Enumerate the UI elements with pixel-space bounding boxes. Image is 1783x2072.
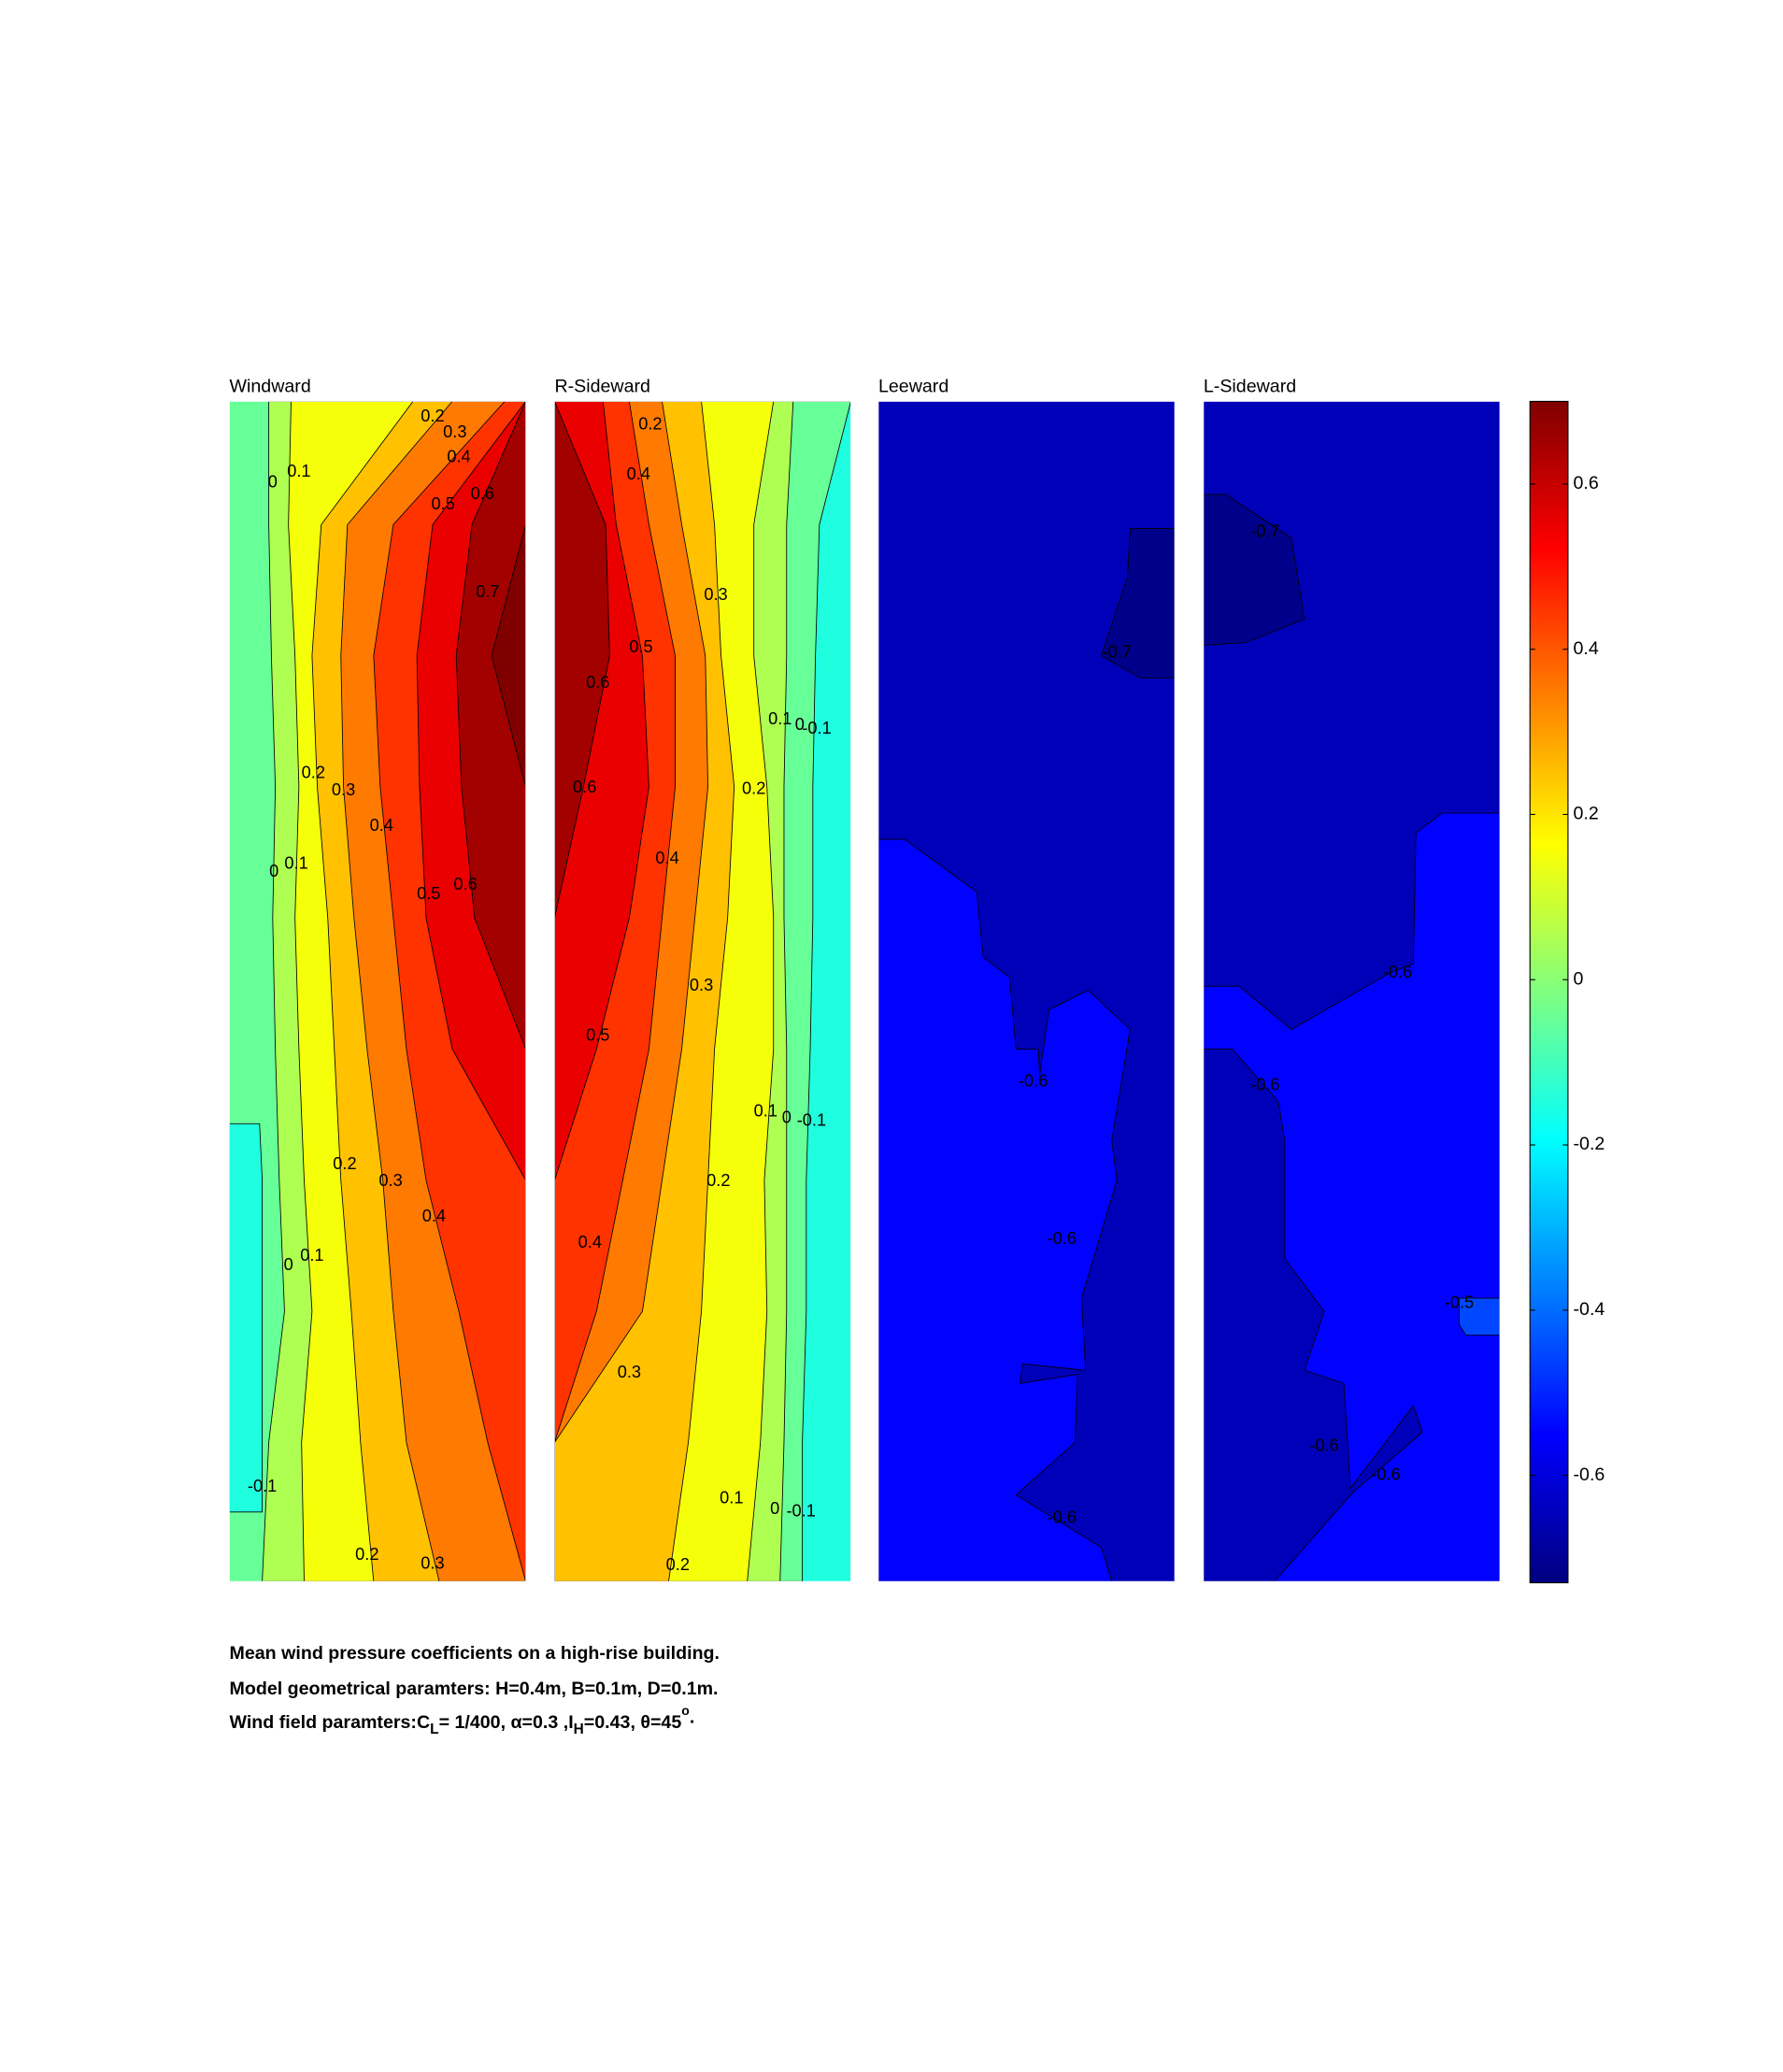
panel-frame	[877, 401, 1176, 1582]
contour-plot	[877, 401, 1176, 1582]
contour-label: -0.6	[1250, 1075, 1279, 1094]
contour-label: 0.1	[287, 461, 310, 480]
contour-label: 0	[268, 471, 278, 491]
panel-frame	[1203, 401, 1501, 1582]
panel-title: L-Sideward	[1204, 377, 1296, 397]
contour-region	[491, 401, 526, 1582]
contour-label: 0.4	[370, 815, 393, 835]
contour-label: 0.5	[586, 1024, 609, 1044]
contour-region	[1100, 528, 1176, 679]
contour-label: 0.1	[754, 1101, 777, 1121]
contour-label: 0.3	[618, 1362, 641, 1381]
contour-label: -0.1	[248, 1476, 277, 1495]
contour-label: -0.1	[802, 718, 831, 737]
colorbar-tick-label: 0.2	[1574, 804, 1599, 824]
contour-label: -0.5	[1445, 1293, 1474, 1312]
contour-label: 0.3	[421, 1553, 444, 1573]
contour-label: 0.2	[333, 1153, 356, 1173]
contour-label: 0.2	[742, 779, 765, 798]
contour-label: 0.7	[476, 581, 499, 601]
contour-label: 0.2	[706, 1170, 730, 1190]
contour-label: 0.6	[573, 777, 596, 796]
contour-label: 0.1	[284, 853, 307, 873]
contour-label: 0.3	[443, 422, 466, 441]
colorbar-tick-label: -0.4	[1574, 1299, 1605, 1320]
contour-label: -0.1	[786, 1501, 815, 1521]
contour-label: 0.6	[453, 874, 477, 893]
caption-part: =0.43, θ=45	[584, 1712, 682, 1733]
contour-label: 0.4	[422, 1206, 446, 1225]
contour-label: -0.6	[1048, 1508, 1077, 1527]
contour-label: 0	[795, 714, 805, 734]
panel-title: Leeward	[878, 377, 949, 397]
contour-label: 0.2	[638, 414, 662, 434]
contour-region	[1203, 1049, 1423, 1582]
contour-label: 0.2	[421, 406, 444, 425]
colorbar-tick-label: -0.6	[1574, 1465, 1605, 1485]
contour-label: 0	[269, 861, 278, 880]
contour-label: -0.7	[1103, 642, 1132, 662]
contour-label: 0	[770, 1498, 779, 1518]
caption-line: Mean wind pressure coefficients on a hig…	[230, 1643, 720, 1664]
contour-label: 0.3	[378, 1170, 402, 1190]
panel-frame	[554, 401, 851, 1582]
contour-label: 0	[782, 1107, 792, 1127]
contour-region	[1459, 1297, 1500, 1336]
contour-label: 0.3	[690, 975, 713, 994]
contour-region	[554, 401, 610, 1582]
contour-label: 0.1	[768, 708, 792, 728]
contour-label: -0.7	[1250, 522, 1279, 541]
colorbar-tick-label: 0.6	[1574, 473, 1599, 493]
contour-label: 0.4	[578, 1232, 602, 1251]
contour-label: -0.1	[797, 1110, 826, 1130]
contour-label: 0	[284, 1254, 293, 1274]
colorbar-tick-label: -0.2	[1574, 1134, 1605, 1154]
contour-label: 0.4	[627, 464, 650, 483]
colorbar	[1529, 400, 1569, 1584]
contour-label: 0.5	[629, 636, 652, 656]
caption-part: = 1/400, α=0.3 ,I	[439, 1712, 574, 1733]
panel-frame	[229, 401, 526, 1582]
contour-label: 0.4	[447, 447, 470, 466]
contour-label: 0.3	[704, 584, 727, 604]
caption-part: Wind field paramters:C	[230, 1712, 431, 1733]
contour-plot	[229, 401, 526, 1582]
contour-label: -0.6	[1019, 1070, 1048, 1090]
contour-plot	[1203, 401, 1500, 1582]
contour-label: 0.5	[432, 493, 455, 513]
contour-label: 0.4	[655, 848, 678, 867]
caption-part: .	[690, 1708, 694, 1728]
contour-label: 0.6	[586, 672, 609, 692]
contour-label: 0.5	[417, 883, 440, 903]
contour-label: -0.6	[1383, 962, 1412, 981]
contour-plot	[554, 401, 851, 1582]
contour-label: -0.6	[1048, 1228, 1077, 1248]
contour-label: 0.1	[300, 1245, 323, 1265]
contour-region	[877, 838, 1131, 1582]
contour-label: 0.2	[666, 1554, 690, 1574]
contour-label: 0.3	[332, 779, 355, 799]
caption-line: Wind field paramters:CL= 1/400, α=0.3 ,I…	[230, 1703, 695, 1737]
contour-label: -0.6	[1371, 1464, 1400, 1483]
contour-label: 0.2	[355, 1544, 378, 1564]
contour-label: 0.2	[302, 763, 325, 782]
colorbar-tick-label: 0	[1574, 968, 1584, 989]
panel-title: Windward	[230, 377, 311, 397]
caption-part: L	[430, 1722, 438, 1737]
contour-label: 0.6	[471, 483, 494, 503]
caption-line: Model geometrical paramters: H=0.4m, B=0…	[230, 1679, 719, 1699]
caption-part: o	[681, 1703, 690, 1718]
contour-label: 0.1	[720, 1488, 743, 1508]
caption-part: H	[574, 1722, 584, 1737]
colorbar-tick-label: 0.4	[1574, 638, 1599, 659]
contour-region	[1203, 493, 1305, 646]
panel-title: R-Sideward	[554, 377, 650, 397]
contour-region	[229, 1123, 264, 1513]
contour-label: -0.6	[1309, 1435, 1338, 1454]
